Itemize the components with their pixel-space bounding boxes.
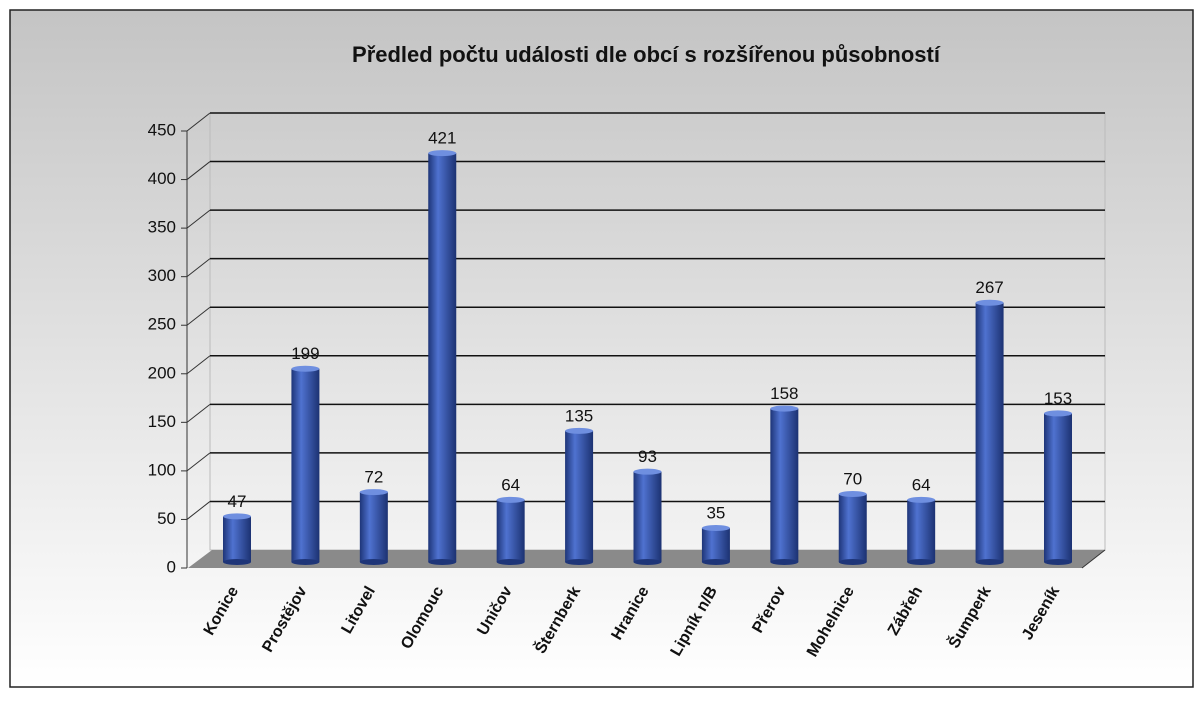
floor-edge — [1081, 549, 1106, 569]
bar-top — [633, 468, 662, 475]
data-label: 35 — [706, 503, 725, 522]
data-label: 64 — [501, 475, 520, 494]
grid-line — [186, 501, 211, 520]
data-label: 64 — [912, 475, 931, 494]
bar-top — [975, 299, 1004, 306]
bar-top — [223, 513, 251, 520]
bar-base — [633, 559, 662, 565]
bar-top — [428, 150, 457, 157]
data-label: 199 — [291, 344, 319, 363]
bar — [565, 430, 594, 562]
grid-line — [186, 258, 211, 278]
bar-top — [496, 496, 525, 503]
grid-line — [186, 112, 211, 132]
y-tick-label: 250 — [148, 315, 176, 334]
bar — [770, 408, 799, 562]
data-label: 72 — [364, 468, 383, 487]
data-label: 135 — [565, 406, 593, 425]
bar-base — [907, 559, 936, 565]
bar-base — [496, 559, 525, 565]
y-tick-label: 50 — [157, 509, 176, 528]
data-label: 158 — [770, 384, 798, 403]
y-tick-label: 150 — [148, 412, 176, 431]
grid-line — [186, 161, 211, 180]
bar — [496, 499, 525, 562]
grid-line — [186, 403, 211, 423]
bar — [633, 471, 662, 562]
data-label: 93 — [638, 447, 657, 466]
data-label: 267 — [975, 278, 1003, 297]
bar-base — [770, 559, 799, 565]
bar-top — [1044, 410, 1072, 417]
y-tick-label: 0 — [167, 557, 176, 576]
grid-line — [186, 306, 211, 326]
y-tick-label: 350 — [148, 218, 176, 237]
bar — [838, 494, 867, 562]
bar-top — [291, 365, 320, 372]
y-tick-label: 450 — [148, 120, 176, 139]
bar-base — [975, 559, 1004, 565]
bar — [291, 368, 320, 562]
data-label: 47 — [228, 492, 247, 511]
bar-top — [907, 496, 936, 503]
bar — [428, 153, 457, 562]
bar — [701, 528, 730, 562]
bar-top — [359, 489, 388, 496]
bar — [907, 499, 936, 562]
y-tick-label: 400 — [148, 169, 176, 188]
bar-top — [838, 491, 867, 498]
bar-base — [291, 559, 320, 565]
bar-top — [770, 405, 799, 412]
bar-base — [1044, 559, 1072, 565]
bar-base — [359, 559, 388, 565]
bar-top — [565, 427, 594, 434]
bar — [359, 492, 388, 562]
bar-base — [428, 559, 457, 565]
grid-line — [186, 355, 211, 375]
bar-base — [838, 559, 867, 565]
data-label: 421 — [428, 129, 456, 148]
y-tick-label: 300 — [148, 266, 176, 285]
bar-base — [565, 559, 594, 565]
bar — [223, 516, 251, 562]
chart-title: Předled počtu události dle obcí s rozšíř… — [352, 42, 941, 67]
bar-base — [223, 559, 251, 565]
data-label: 153 — [1044, 389, 1072, 408]
grid-line — [186, 209, 211, 229]
y-tick-label: 100 — [148, 460, 176, 479]
bar — [975, 302, 1004, 562]
grid-line — [186, 452, 211, 472]
bar-base — [701, 559, 730, 565]
bar-top — [701, 525, 730, 532]
data-label: 70 — [843, 470, 862, 489]
bar — [1044, 413, 1072, 562]
y-tick-label: 200 — [148, 363, 176, 382]
